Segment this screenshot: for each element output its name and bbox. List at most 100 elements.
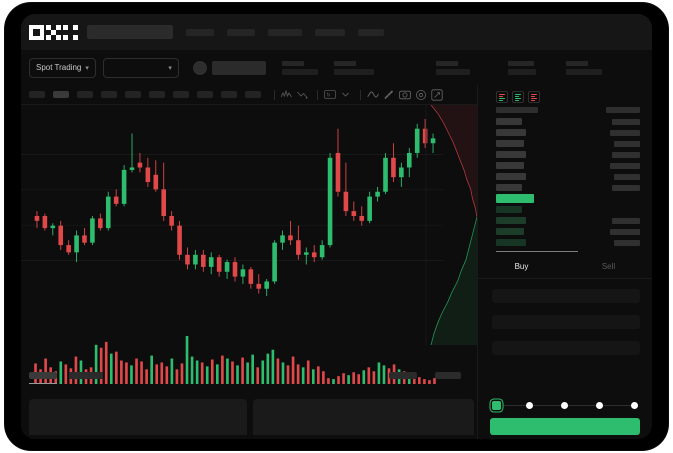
timeframe-button-3[interactable]: [77, 91, 93, 98]
stat-last-price: [281, 60, 318, 75]
orderbook-row-ask[interactable]: [496, 161, 640, 170]
coin-avatar: [192, 60, 207, 75]
stat-label: [333, 60, 356, 66]
orderbook-scrollbar[interactable]: [496, 251, 578, 252]
stat-label: [507, 60, 534, 66]
orderbook-row-ask[interactable]: [496, 150, 640, 159]
orderbook-mode-bids[interactable]: [512, 91, 524, 103]
okx-logo[interactable]: [29, 24, 78, 40]
submit-order-button[interactable]: [490, 418, 640, 435]
timeframe-button-7[interactable]: [173, 91, 189, 98]
tab-action-1[interactable]: [389, 372, 417, 379]
stepper-dot-2[interactable]: [526, 402, 533, 409]
stat-label: [281, 60, 304, 66]
timeframe-button-4[interactable]: [101, 91, 117, 98]
candlestick-chart[interactable]: [21, 105, 477, 310]
timeframe-button-2[interactable]: [53, 91, 69, 98]
global-search-input[interactable]: [87, 25, 173, 39]
stepper-dot-1[interactable]: [492, 401, 501, 410]
timeframe-button-9[interactable]: [221, 91, 237, 98]
orderbook-row-bid[interactable]: [496, 216, 640, 225]
tab-order-history[interactable]: [69, 372, 103, 379]
toolbar-divider: [317, 89, 318, 100]
orderbook-row-bid[interactable]: [496, 227, 640, 236]
orderbook-table[interactable]: [478, 105, 652, 247]
stepper-dot-3[interactable]: [561, 402, 568, 409]
orderbook-row-ask[interactable]: [496, 183, 640, 192]
depth-chart-svg: [425, 105, 477, 345]
logo-letter-k: [46, 24, 61, 40]
timeframe-button-6[interactable]: [149, 91, 165, 98]
pair-name-placeholder: [211, 60, 266, 75]
chart-toolbar: fx: [21, 85, 652, 105]
line-chart-icon[interactable]: [366, 88, 379, 101]
stat-label: [565, 60, 588, 66]
orderbook-row-ask[interactable]: [496, 117, 640, 126]
template-icon[interactable]: fx: [323, 88, 336, 101]
chevron-down-icon[interactable]: [339, 88, 352, 101]
stepper-dot-5[interactable]: [631, 402, 638, 409]
market-type-dropdown[interactable]: Spot Trading ▾: [29, 57, 96, 78]
orders-tab-bar: [29, 372, 469, 386]
app-screen: Spot Trading ▾ ▾: [21, 14, 652, 439]
orderbook-spread-row[interactable]: [496, 194, 640, 203]
nav-item-2[interactable]: [227, 28, 255, 36]
nav-item-5[interactable]: [358, 28, 384, 36]
stepper-dot-4[interactable]: [596, 402, 603, 409]
order-amount-field[interactable]: [492, 315, 640, 329]
compare-icon[interactable]: [296, 88, 309, 101]
camera-icon[interactable]: [398, 88, 411, 101]
orderbook-row-ask[interactable]: [496, 172, 640, 181]
column-header-size: [606, 107, 640, 113]
settings-icon[interactable]: [414, 88, 427, 101]
stat-value: [435, 68, 470, 75]
orderbook-mode-asks[interactable]: [528, 91, 540, 103]
orderbook-row-bid[interactable]: [496, 205, 640, 214]
svg-text:fx: fx: [326, 92, 330, 98]
top-navigation-bar: [21, 14, 652, 50]
ruler-icon[interactable]: [382, 88, 395, 101]
tab-action-2[interactable]: [435, 372, 461, 379]
stat-value: [333, 68, 374, 75]
logo-letter-x: [63, 24, 78, 40]
tab-open-orders[interactable]: [29, 372, 57, 379]
market-type-label: Spot Trading: [36, 63, 82, 72]
timeframe-button-5[interactable]: [125, 91, 141, 98]
toolbar-divider: [274, 89, 275, 100]
tablet-device-frame: Spot Trading ▾ ▾: [5, 3, 668, 450]
orderbook-row-bid[interactable]: [496, 238, 640, 247]
active-tab-underline: [29, 383, 57, 384]
timeframe-button-1[interactable]: [29, 91, 45, 98]
orderbook-header: [496, 107, 640, 113]
order-price-field[interactable]: [492, 289, 640, 303]
tab-sell[interactable]: Sell: [565, 256, 652, 278]
stat-value: [507, 68, 536, 75]
logo-letter-o: [29, 24, 44, 40]
stat-low-24h: [507, 60, 536, 75]
amount-percent-stepper[interactable]: [492, 401, 638, 411]
nav-item-4[interactable]: [315, 28, 345, 36]
volume-histogram: [34, 336, 436, 384]
indicator-icon[interactable]: [280, 88, 293, 101]
fullscreen-icon[interactable]: [430, 88, 443, 101]
tab-sell-label: Sell: [601, 262, 616, 271]
orderbook-row-ask[interactable]: [496, 128, 640, 137]
trading-pair-dropdown[interactable]: ▾: [102, 57, 179, 78]
stat-value: [565, 68, 602, 75]
chevron-down-icon: ▾: [85, 64, 89, 72]
nav-item-1[interactable]: [186, 28, 214, 36]
orderbook-sidebar: Buy Sell: [477, 85, 652, 439]
orderbook-row-ask[interactable]: [496, 139, 640, 148]
tab-buy[interactable]: Buy: [478, 256, 565, 278]
chart-panel[interactable]: [21, 105, 477, 439]
bottom-panel-right[interactable]: [253, 399, 474, 435]
market-subheader: Spot Trading ▾ ▾: [21, 50, 652, 85]
bottom-panel-left[interactable]: [29, 399, 247, 435]
timeframe-button-8[interactable]: [197, 91, 213, 98]
order-total-field[interactable]: [492, 341, 640, 355]
orderbook-mode-both[interactable]: [496, 91, 508, 103]
nav-item-3[interactable]: [268, 28, 302, 36]
timeframe-button-10[interactable]: [245, 91, 261, 98]
stat-label: [435, 60, 458, 66]
trade-side-tabs: Buy Sell: [478, 256, 652, 279]
